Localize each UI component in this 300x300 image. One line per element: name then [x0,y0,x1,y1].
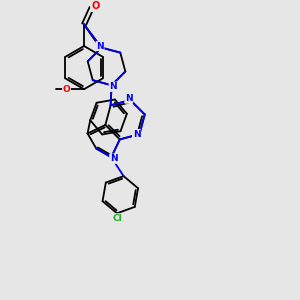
Text: N: N [133,130,140,139]
Text: Cl: Cl [112,214,122,223]
Text: Cl: Cl [112,214,122,223]
Text: O: O [91,2,99,11]
Text: O: O [91,2,99,11]
Text: N: N [109,82,117,91]
Text: N: N [96,42,104,51]
Text: O: O [63,85,70,94]
Text: O: O [63,85,70,94]
Text: N: N [125,94,133,103]
Text: N: N [125,94,133,103]
Text: N: N [110,154,118,163]
Text: N: N [96,42,104,51]
Text: N: N [109,82,117,91]
Text: N: N [133,130,140,139]
Text: N: N [110,154,118,163]
